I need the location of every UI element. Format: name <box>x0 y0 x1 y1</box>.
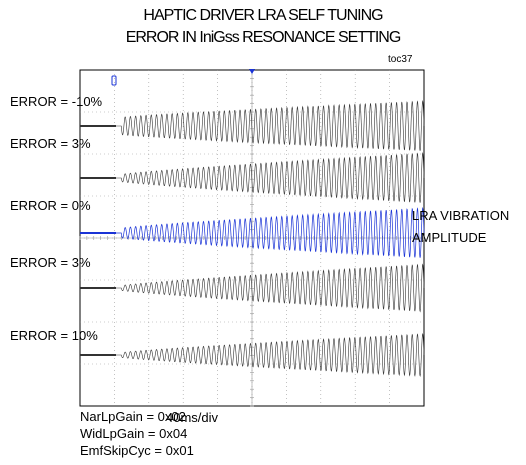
figure-reference: toc37 <box>388 54 413 65</box>
series-label: ERROR = 0% <box>10 198 91 213</box>
settings-list: NarLpGain = 0x02 WidLpGain = 0x04 EmfSki… <box>80 408 194 459</box>
series-label: ERROR = 3% <box>10 255 91 270</box>
series-trace <box>80 152 425 203</box>
series-label: ERROR = -10% <box>10 94 103 109</box>
series-trace <box>80 263 425 313</box>
trigger-marker <box>249 69 255 74</box>
series-trace <box>80 206 425 258</box>
chart-title-line1: HAPTIC DRIVER LRA SELF TUNING <box>143 7 383 24</box>
chart-title-line2: ERROR IN IniGss RESONANCE SETTING <box>125 29 402 46</box>
series-trace <box>80 100 425 151</box>
series-label: ERROR = 10% <box>10 328 98 343</box>
setting-narlpgain: NarLpGain = 0x02 <box>80 409 186 424</box>
annotation-line2: AMPLITUDE <box>412 230 487 245</box>
series-trace <box>80 332 425 378</box>
series-label: ERROR = 3% <box>10 136 91 151</box>
setting-emfskipcyc: EmfSkipCyc = 0x01 <box>80 443 194 458</box>
annotation-line1: LRA VIBRATION <box>412 208 509 223</box>
timebase-label: 40ms/div <box>166 410 219 425</box>
setting-widlpgain: WidLpGain = 0x04 <box>80 426 188 441</box>
cursor-marker <box>111 75 117 86</box>
